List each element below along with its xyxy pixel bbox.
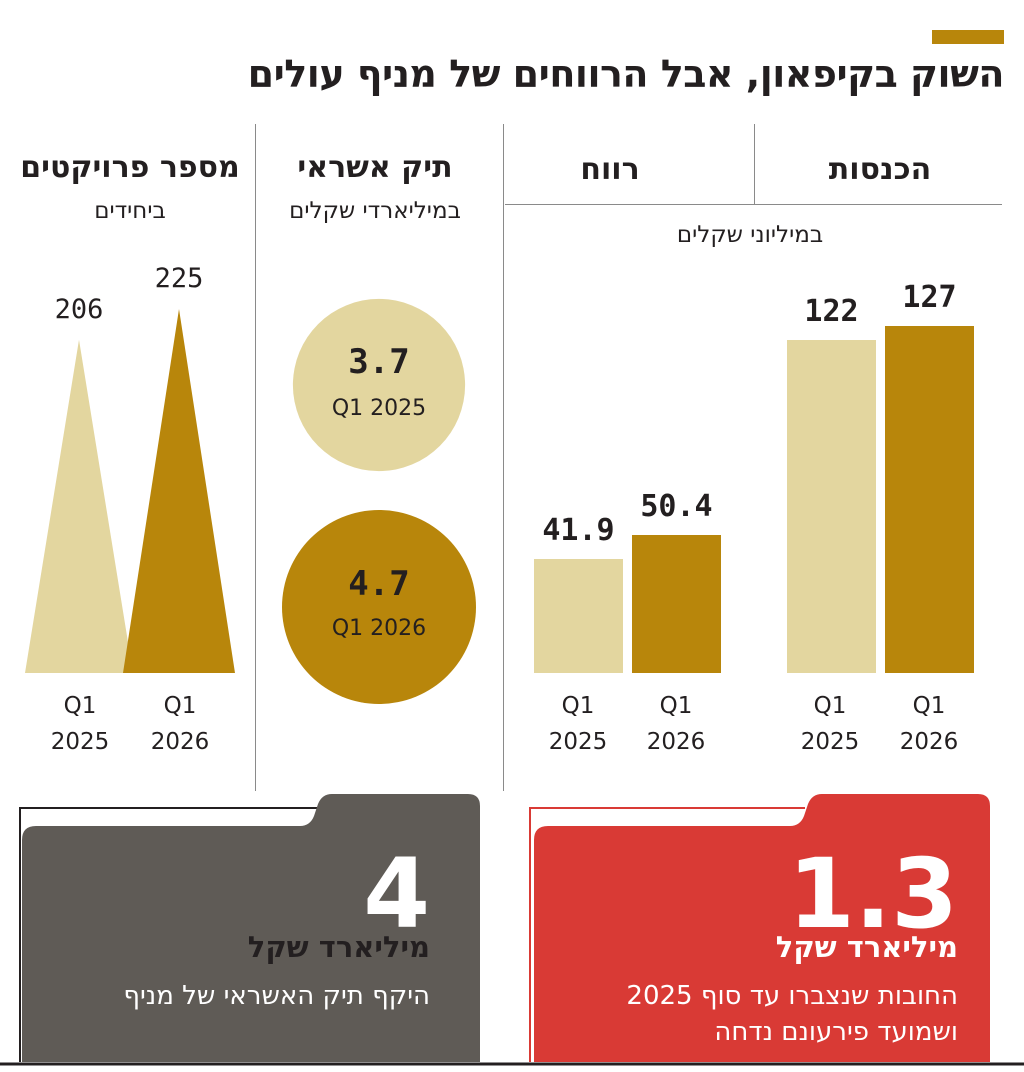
tick-line-1: Q1 — [63, 693, 97, 719]
profit-tick-q1-2025: Q1 2025 — [528, 688, 628, 760]
credit-card-number: 4 — [363, 838, 430, 950]
tick-line-1: Q1 — [659, 693, 693, 719]
projects-value-q1-2025: 206 — [54, 293, 104, 325]
projects-tick-q1-2026: Q1 2026 — [130, 688, 230, 760]
revenue-tick-q1-2025: Q1 2025 — [780, 688, 880, 760]
tick-line-1: Q1 — [813, 693, 847, 719]
revenue-value-q1-2025: 122 — [804, 293, 859, 329]
projects-subtitle: ביחידים — [94, 198, 166, 224]
revenue-tick-q1-2026: Q1 2026 — [879, 688, 979, 760]
divider-profit-credit — [503, 124, 504, 791]
projects-triangle-q1-2025 — [25, 339, 133, 673]
tick-line-1: Q1 — [561, 693, 595, 719]
profit-bar-q1-2025 — [534, 558, 623, 673]
credit-circle-q1-2026 — [282, 510, 476, 704]
profit-value-q1-2026: 50.4 — [640, 489, 713, 525]
projects-value-q1-2026: 225 — [154, 263, 204, 294]
divider-revenue-profit — [754, 124, 755, 205]
credit-subtitle: במיליארדי שקלים — [289, 198, 461, 224]
profit-value-q1-2025: 41.9 — [542, 512, 615, 548]
revenue-bar-q1-2025 — [787, 339, 876, 673]
projects-tick-q1-2025: Q1 2025 — [30, 688, 130, 760]
tick-line-2: 2026 — [646, 729, 706, 755]
revenue-bar-q1-2026 — [885, 326, 974, 673]
credit-card-desc: היקף תיק האשראי של מניף — [123, 981, 430, 1011]
debts-card — [534, 794, 990, 1062]
debts-card-number: 1.3 — [787, 838, 958, 950]
credit-circle-q1-2025 — [292, 298, 466, 472]
tick-line-2: 2025 — [800, 729, 860, 755]
tick-line-2: 2026 — [899, 729, 959, 755]
debts-card-back-outline — [529, 807, 805, 1062]
credit-title: תיק אשראי — [297, 150, 453, 185]
revenue-value-q1-2026: 127 — [902, 280, 957, 315]
tick-line-1: Q1 — [163, 693, 197, 719]
credit-label-q1-2025: Q1 2025 — [331, 396, 427, 421]
page-title: השוק בקיפאון, אבל הרווחים של מניף עולים — [247, 52, 1005, 96]
debts-card-desc-1: החובות שנצברו עד סוף 2025 — [626, 981, 958, 1011]
tick-line-2: 2025 — [548, 729, 608, 755]
revenue-title: הכנסות — [828, 152, 932, 187]
debts-card-desc-2: ושמועד פירעונם נדחה — [714, 1017, 958, 1047]
tick-line-2: 2025 — [50, 729, 110, 755]
tick-line-2: 2026 — [150, 729, 210, 755]
credit-card-back-outline — [19, 807, 318, 1062]
credit-card-unit: מיליארד שקל — [247, 930, 430, 964]
tick-line-1: Q1 — [912, 693, 946, 719]
divider-unit-line — [505, 204, 1002, 205]
credit-value-q1-2025: 3.7 — [348, 342, 410, 382]
debts-card-unit: מיליארד שקל — [775, 930, 958, 964]
divider-credit-projects — [255, 124, 256, 791]
credit-value-q1-2026: 4.7 — [348, 564, 410, 604]
money-unit-label: במיליוני שקלים — [676, 222, 824, 248]
profit-bar-q1-2026 — [632, 535, 721, 673]
projects-triangle-q1-2026 — [123, 309, 235, 673]
projects-title: מספר פרויקטים — [20, 150, 240, 185]
credit-label-q1-2026: Q1 2026 — [331, 616, 427, 641]
credit-card — [22, 794, 480, 1062]
title-accent-bar — [932, 30, 1004, 44]
profit-tick-q1-2026: Q1 2026 — [626, 688, 726, 760]
profit-title: רווח — [580, 152, 640, 187]
